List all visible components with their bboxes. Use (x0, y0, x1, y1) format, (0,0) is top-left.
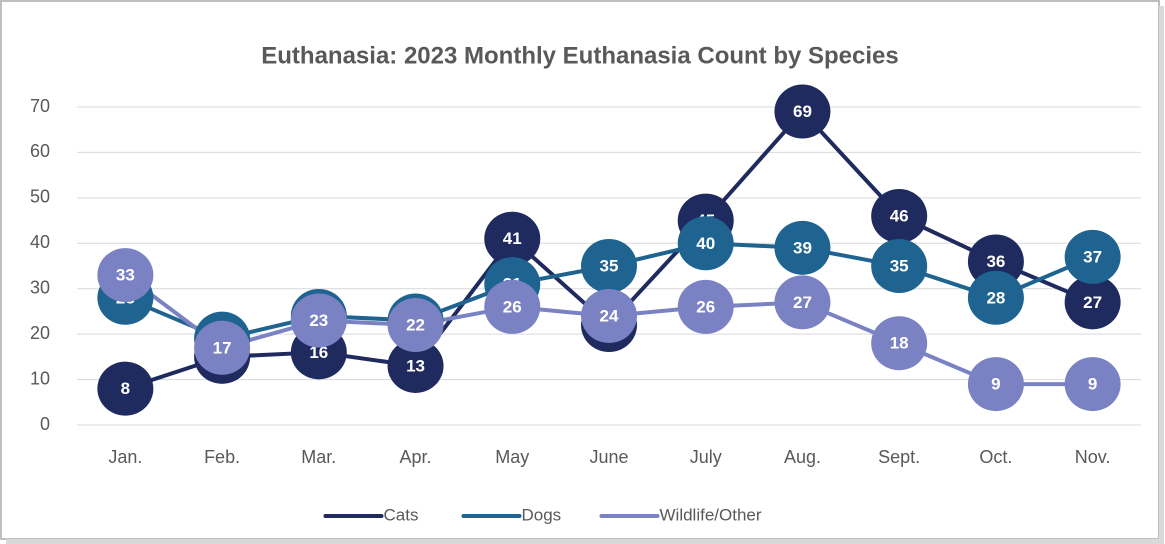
x-tick-label: May (495, 447, 529, 467)
data-label: 40 (696, 234, 715, 253)
data-label: 8 (121, 379, 130, 398)
data-bubble (1064, 357, 1121, 412)
data-bubble (581, 239, 637, 293)
data-label: 26 (503, 297, 522, 316)
data-label: 22 (406, 316, 425, 335)
x-tick-label: Sept. (878, 447, 920, 467)
data-label: 28 (986, 288, 1005, 307)
data-bubble (484, 211, 541, 266)
legend-label: Cats (384, 505, 419, 524)
x-tick-label: Apr. (400, 447, 432, 467)
x-tick-label: Mar. (301, 447, 336, 467)
frame-shadow (6, 539, 1164, 544)
data-bubble (871, 189, 928, 244)
x-tick-label: Nov. (1075, 447, 1111, 467)
data-bubble (871, 239, 928, 293)
data-bubble (387, 298, 444, 353)
data-label: 36 (986, 252, 1005, 271)
data-bubble (967, 357, 1024, 412)
data-bubble (581, 288, 637, 343)
data-bubble (774, 84, 831, 139)
data-label: 69 (793, 102, 812, 121)
data-bubble (290, 293, 347, 348)
data-bubble (871, 316, 928, 371)
data-label: 27 (1083, 293, 1102, 312)
data-label: 41 (503, 229, 522, 248)
data-label: 13 (406, 356, 425, 375)
data-bubble (774, 220, 831, 275)
legend-label: Dogs (522, 505, 562, 524)
x-tick-label: Jan. (108, 447, 142, 467)
data-bubble (774, 275, 831, 330)
data-label: 23 (309, 311, 328, 330)
x-tick-label: June (589, 447, 628, 467)
data-label: 37 (1083, 247, 1102, 266)
frame-shadow (1159, 6, 1164, 542)
y-tick-label: 70 (30, 96, 50, 116)
data-label: 24 (600, 306, 619, 325)
data-bubble (387, 338, 444, 393)
data-bubble (97, 361, 154, 416)
data-label: 35 (600, 256, 619, 275)
y-tick-label: 0 (40, 414, 50, 434)
chart-title: Euthanasia: 2023 Monthly Euthanasia Coun… (261, 42, 899, 69)
data-bubble (677, 216, 734, 271)
data-bubble (1064, 229, 1121, 284)
x-tick-label: Oct. (979, 447, 1012, 467)
data-label: 35 (890, 256, 909, 275)
x-tick-label: Feb. (204, 447, 240, 467)
data-label: 26 (696, 297, 715, 316)
y-tick-label: 60 (30, 141, 50, 161)
data-label: 33 (116, 266, 135, 285)
y-tick-label: 20 (30, 323, 50, 343)
x-tick-label: July (690, 447, 722, 467)
data-label: 46 (890, 207, 909, 226)
data-label: 9 (991, 375, 1000, 394)
data-bubble (484, 279, 541, 334)
y-tick-label: 30 (30, 277, 50, 297)
data-bubble (1064, 275, 1121, 330)
data-label: 27 (793, 293, 812, 312)
data-bubble (97, 248, 154, 303)
data-label: 39 (793, 238, 812, 257)
y-tick-label: 50 (30, 187, 50, 207)
data-label: 18 (890, 334, 909, 353)
y-tick-label: 40 (30, 232, 50, 252)
x-tick-label: Aug. (784, 447, 821, 467)
data-label: 17 (213, 338, 232, 357)
data-label: 9 (1088, 375, 1097, 394)
data-label: 16 (309, 343, 328, 362)
data-bubble (967, 270, 1024, 325)
data-bubble (677, 279, 734, 334)
legend-label: Wildlife/Other (660, 505, 762, 524)
data-bubble (194, 320, 251, 375)
y-tick-label: 10 (30, 368, 50, 388)
